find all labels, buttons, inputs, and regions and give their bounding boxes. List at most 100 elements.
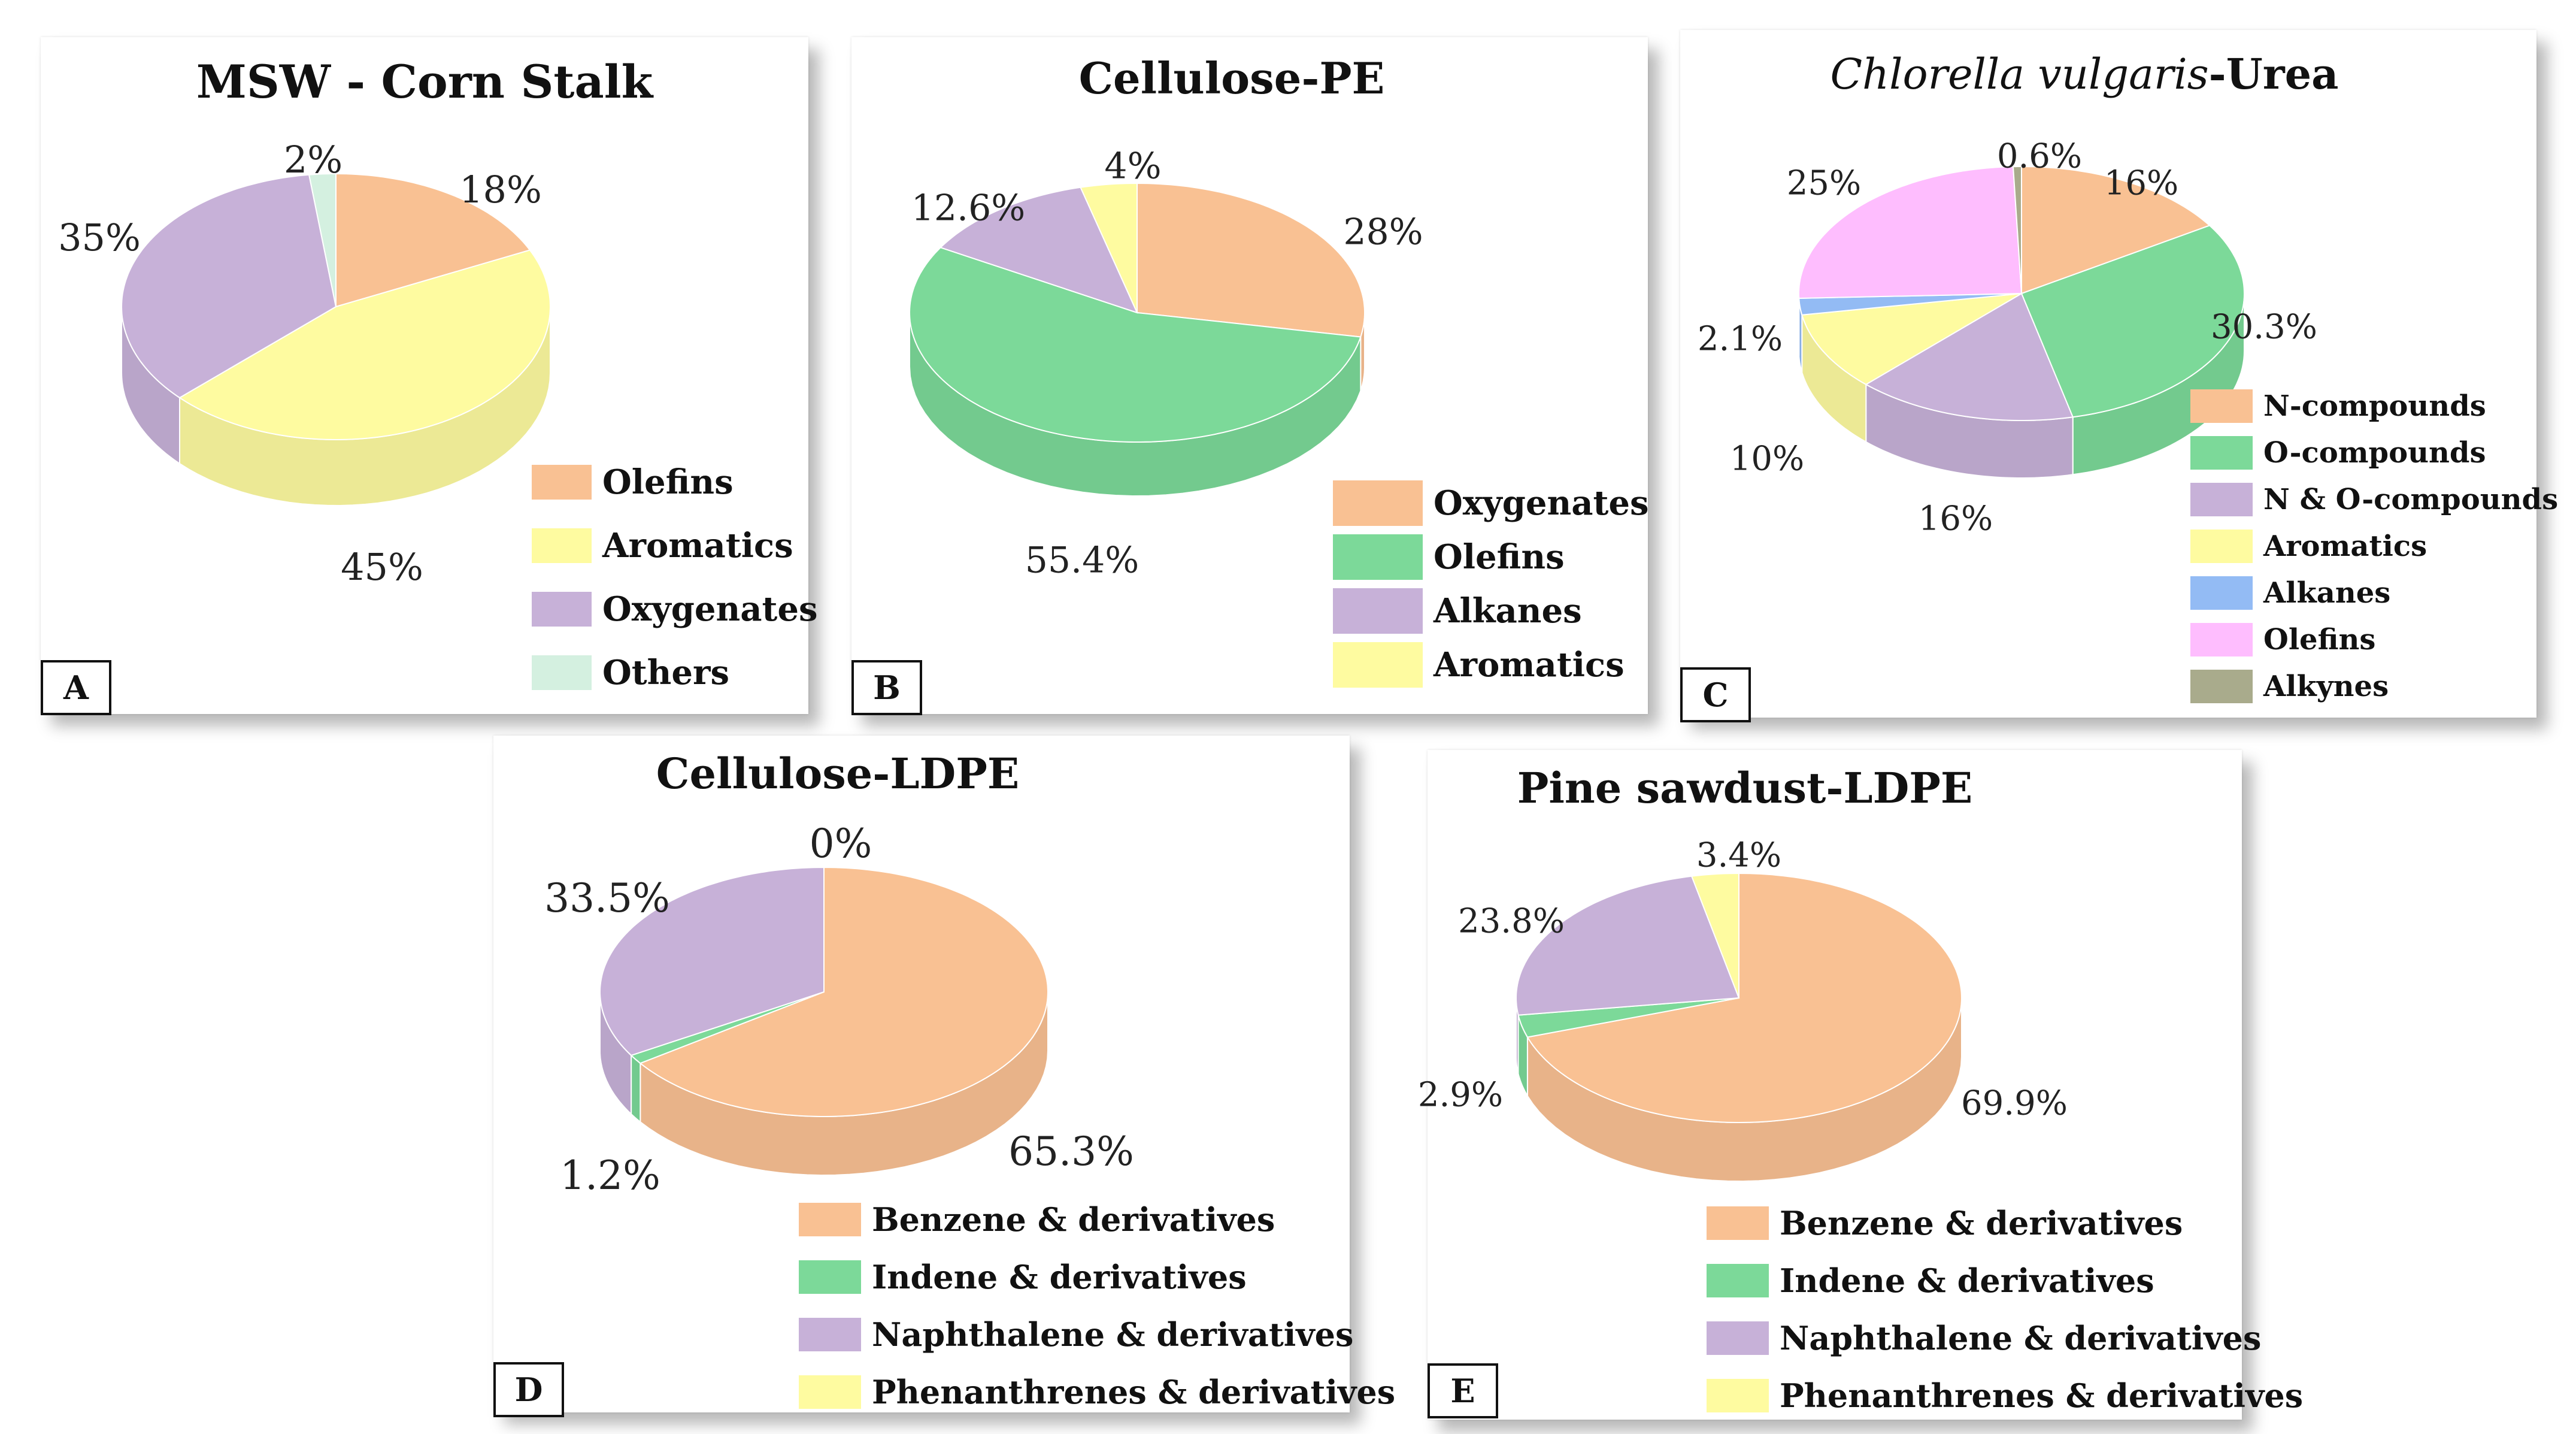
legend-item-indene-and-derivatives: Indene & derivatives — [1707, 1261, 2303, 1300]
legend-swatch-aromatics — [2190, 530, 2253, 563]
data-label-oxygenates: 28% — [1343, 211, 1423, 253]
legend-a: Olefins Aromatics Oxygenates Others — [532, 462, 818, 716]
legend-label-others: Others — [602, 653, 729, 692]
chart-title-e: Pine sawdust-LDPE — [1338, 763, 2152, 813]
legend-swatch-olefins — [2190, 623, 2253, 657]
data-label-o-compounds: 30.3% — [2211, 308, 2317, 347]
legend-item-phenanthrenes-and-derivatives: Phenanthrenes & derivatives — [799, 1373, 1395, 1411]
data-label-others: 2% — [284, 138, 343, 181]
legend-label-olefins: Olefins — [1434, 537, 1565, 577]
legend-swatch-phenanthrenes-and-derivatives — [1707, 1379, 1769, 1412]
chart-title-c: Chlorella vulgaris-Urea — [1656, 49, 2513, 99]
legend-item-benzene-and-derivatives: Benzene & derivatives — [799, 1200, 1395, 1239]
legend-swatch-olefins — [1333, 534, 1423, 580]
legend-label-aromatics: Aromatics — [1434, 645, 1625, 685]
legend-item-alkynes: Alkynes — [2190, 670, 2558, 703]
panel-e: 69.9%2.9%23.8%3.4% Pine sawdust-LDPE Ben… — [1428, 750, 2242, 1420]
pie-side-indene-and-derivatives — [631, 1055, 640, 1122]
legend-swatch-others — [532, 655, 592, 690]
data-label-indene-and-derivatives: 2.9% — [1418, 1076, 1503, 1115]
legend-item-aromatics: Aromatics — [1333, 642, 1649, 688]
legend-item-alkanes: Alkanes — [1333, 588, 1649, 634]
legend-item-o-compounds: O-compounds — [2190, 436, 2558, 470]
panel-label-c: C — [1680, 667, 1751, 722]
legend-label-phenanthrenes-and-derivatives: Phenanthrenes & derivatives — [1780, 1376, 2303, 1415]
chart-title-b: Cellulose-PE — [834, 53, 1630, 104]
data-label-alkanes: 2.1% — [1698, 320, 1783, 359]
legend-label-alkynes: Alkynes — [2263, 670, 2389, 703]
pie-top — [1516, 873, 1962, 1123]
legend-label-oxygenates: Oxygenates — [602, 589, 818, 629]
legend-swatch-n-compounds — [2190, 389, 2253, 423]
legend-label-oxygenates: Oxygenates — [1434, 483, 1649, 523]
legend-swatch-phenanthrenes-and-derivatives — [799, 1375, 861, 1409]
data-label-indene-and-derivatives: 1.2% — [560, 1152, 660, 1199]
legend-swatch-naphthalene-and-derivatives — [799, 1318, 861, 1351]
legend-label-olefins: Olefins — [602, 462, 734, 502]
legend-label-o-compounds: O-compounds — [2263, 436, 2486, 470]
legend-item-olefins: Olefins — [532, 462, 818, 502]
data-label-olefins: 55.4% — [1025, 540, 1139, 582]
legend-swatch-alkynes — [2190, 670, 2253, 703]
legend-swatch-indene-and-derivatives — [799, 1260, 861, 1294]
legend-label-alkanes: Alkanes — [2263, 576, 2390, 610]
pie-top — [1799, 167, 2244, 420]
panel-label-e: E — [1428, 1363, 1498, 1418]
data-label-n-and-o-compounds: 16% — [1919, 500, 1993, 538]
chart-title-c-italic: Chlorella vulgaris — [1830, 50, 2208, 99]
legend-item-olefins: Olefins — [1333, 534, 1649, 580]
panel-a: 18% 45% 35% 2% MSW - Corn Stalk Olefins Arom… — [41, 37, 808, 714]
legend-item-benzene-and-derivatives: Benzene & derivatives — [1707, 1204, 2303, 1242]
data-label-aromatics: 45% — [341, 545, 423, 589]
panel-label-a: A — [41, 660, 111, 715]
legend-swatch-oxygenates — [532, 592, 592, 627]
legend-label-aromatics: Aromatics — [602, 526, 793, 565]
legend-item-aromatics: Aromatics — [2190, 530, 2558, 563]
legend-item-naphthalene-and-derivatives: Naphthalene & derivatives — [1707, 1319, 2303, 1357]
data-label-benzene-and-derivatives: 69.9% — [1961, 1084, 2068, 1123]
legend-label-indene-and-derivatives: Indene & derivatives — [1780, 1261, 2154, 1300]
legend-item-naphthalene-and-derivatives: Naphthalene & derivatives — [799, 1315, 1395, 1354]
legend-item-indene-and-derivatives: Indene & derivatives — [799, 1258, 1395, 1296]
legend-label-indene-and-derivatives: Indene & derivatives — [872, 1258, 1247, 1296]
legend-label-naphthalene-and-derivatives: Naphthalene & derivatives — [872, 1315, 1353, 1354]
data-label-alkynes: 0.6% — [1997, 137, 2082, 176]
data-label-oxygenates: 35% — [58, 216, 141, 259]
legend-label-n-compounds: N-compounds — [2263, 389, 2486, 423]
legend-item-phenanthrenes-and-derivatives: Phenanthrenes & derivatives — [1707, 1376, 2303, 1415]
data-label-phenanthrenes-and-derivatives: 3.4% — [1696, 836, 1781, 875]
data-label-aromatics: 10% — [1730, 440, 1804, 479]
chart-title-c-rest: -Urea — [2209, 49, 2339, 99]
legend-label-aromatics: Aromatics — [2263, 530, 2427, 563]
legend-label-phenanthrenes-and-derivatives: Phenanthrenes & derivatives — [872, 1373, 1395, 1411]
legend-swatch-n-and-o-compounds — [2190, 483, 2253, 516]
legend-swatch-oxygenates — [1333, 480, 1423, 526]
data-label-olefins: 25% — [1787, 164, 1861, 203]
legend-item-others: Others — [532, 653, 818, 692]
legend-item-oxygenates: Oxygenates — [1333, 480, 1649, 526]
legend-label-olefins: Olefins — [2263, 623, 2375, 657]
panel-c: 16% 30.3% 16% 10% 2.1% 25% 0.6% Chlorella vulg… — [1680, 30, 2536, 718]
legend-item-alkanes: Alkanes — [2190, 576, 2558, 610]
legend-item-n-and-o-compounds: N & O-compounds — [2190, 483, 2558, 516]
panel-d: 65.3%1.2%33.5%0% Cellulose-LDPE Benzene … — [493, 736, 1350, 1412]
data-label-olefins: 18% — [459, 168, 542, 211]
chart-title-d: Cellulose-LDPE — [410, 749, 1266, 798]
legend-swatch-naphthalene-and-derivatives — [1707, 1321, 1769, 1355]
legend-label-benzene-and-derivatives: Benzene & derivatives — [872, 1200, 1275, 1239]
chart-title-a: MSW - Corn Stalk — [41, 55, 808, 108]
legend-swatch-indene-and-derivatives — [1707, 1264, 1769, 1297]
legend-swatch-aromatics — [532, 528, 592, 563]
data-label-naphthalene-and-derivatives: 23.8% — [1458, 902, 1565, 941]
legend-item-n-compounds: N-compounds — [2190, 389, 2558, 423]
data-label-n-compounds: 16% — [2104, 164, 2178, 203]
legend-d: Benzene & derivatives Indene & derivative… — [799, 1200, 1395, 1430]
legend-label-n-and-o-compounds: N & O-compounds — [2263, 483, 2558, 516]
legend-swatch-alkanes — [1333, 588, 1423, 634]
data-label-naphthalene-and-derivatives: 33.5% — [544, 875, 670, 921]
legend-b: Oxygenates Olefins Alkanes Aromatics — [1333, 480, 1649, 696]
data-label-phenanthrenes-and-derivatives: 0% — [810, 821, 872, 867]
legend-swatch-olefins — [532, 465, 592, 500]
legend-c: N-compounds O-compounds N & O-compounds Aro… — [2190, 389, 2558, 716]
